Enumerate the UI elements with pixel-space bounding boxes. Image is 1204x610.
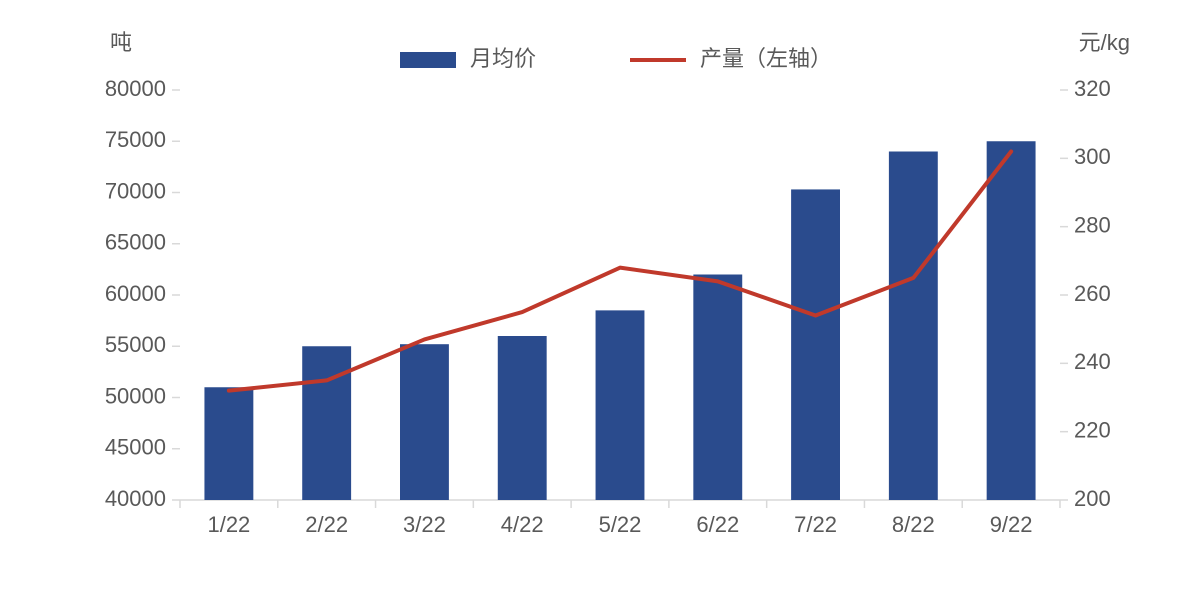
chart-container: 40000 45000 50000 55000 60000 65000 70000 75000… [0, 0, 1204, 610]
bar [498, 336, 547, 500]
bar [791, 189, 840, 500]
bar [693, 275, 742, 501]
right-axis-title: 元/kg [1079, 30, 1130, 55]
y-left-tick-label: 60000 [105, 281, 166, 306]
y-right-tick-label: 300 [1074, 144, 1111, 169]
y-left-tick-label: 75000 [105, 127, 166, 152]
bar [302, 346, 351, 500]
x-tick-label: 5/22 [599, 512, 642, 537]
bar [889, 152, 938, 501]
y-right-tick-label: 280 [1074, 212, 1111, 237]
combo-chart: 40000 45000 50000 55000 60000 65000 70000 75000… [0, 0, 1204, 610]
legend-label-line: 产量（左轴） [700, 46, 832, 71]
x-tick-label: 2/22 [305, 512, 348, 537]
legend-swatch-bar [400, 52, 456, 68]
x-tick-label: 6/22 [696, 512, 739, 537]
y-left-tick-label: 45000 [105, 435, 166, 460]
x-tick-label: 8/22 [892, 512, 935, 537]
y-left-tick-label: 65000 [105, 230, 166, 255]
y-right-tick-label: 220 [1074, 417, 1111, 442]
bar [204, 387, 253, 500]
y-left-tick-label: 70000 [105, 178, 166, 203]
x-tick-label: 3/22 [403, 512, 446, 537]
x-tick-label: 7/22 [794, 512, 837, 537]
y-right-tick-label: 320 [1074, 76, 1111, 101]
y-left-tick-label: 80000 [105, 76, 166, 101]
bar [400, 344, 449, 500]
x-tick-label: 1/22 [207, 512, 250, 537]
y-left-tick-label: 40000 [105, 486, 166, 511]
y-right-tick-label: 200 [1074, 486, 1111, 511]
left-axis-title: 吨 [110, 30, 132, 55]
bar [987, 141, 1036, 500]
y-left-tick-label: 50000 [105, 383, 166, 408]
y-right-tick-label: 260 [1074, 281, 1111, 306]
y-left-tick-label: 55000 [105, 332, 166, 357]
bar [596, 310, 645, 500]
legend-label-bar: 月均价 [470, 46, 536, 71]
x-tick-label: 9/22 [990, 512, 1033, 537]
y-right-tick-label: 240 [1074, 349, 1111, 374]
x-tick-label: 4/22 [501, 512, 544, 537]
